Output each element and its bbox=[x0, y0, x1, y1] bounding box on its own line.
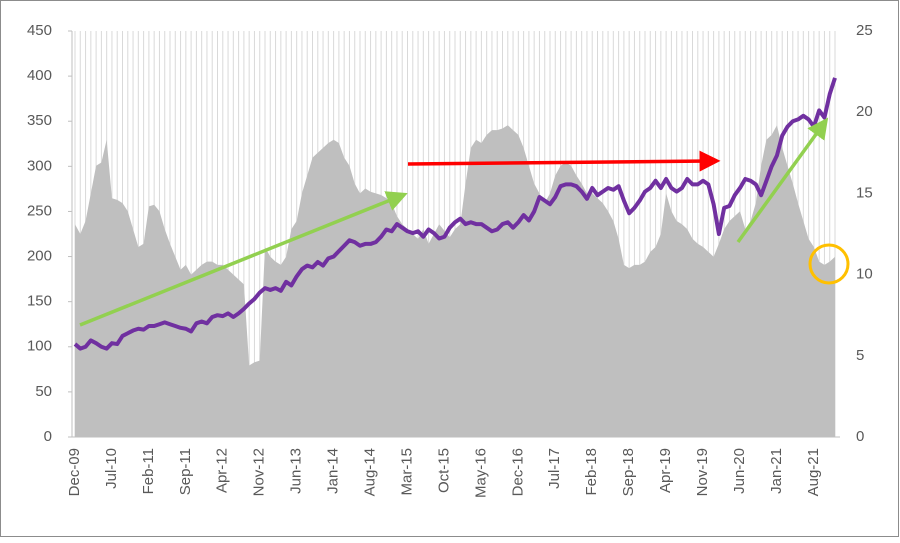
y2-tick-label: 20 bbox=[856, 103, 873, 120]
x-tick-label: Apr-12 bbox=[214, 448, 231, 493]
x-tick-label: Jun-13 bbox=[288, 448, 305, 494]
marks bbox=[73, 77, 837, 437]
y-tick-label: 400 bbox=[27, 67, 52, 84]
y2-tick-label: 10 bbox=[856, 266, 873, 283]
y-tick-label: 50 bbox=[35, 383, 52, 400]
x-tick-label: Nov-12 bbox=[251, 448, 268, 496]
y2-tick-label: 5 bbox=[856, 347, 864, 364]
highlight-circle bbox=[808, 243, 850, 285]
x-tick-label: Dec-16 bbox=[509, 448, 526, 496]
x-tick-label: Nov-19 bbox=[694, 448, 711, 496]
y-tick-label: 350 bbox=[27, 112, 52, 129]
x-tick-label: Jul-17 bbox=[546, 448, 563, 489]
flat-arrow bbox=[407, 150, 721, 172]
annotations bbox=[79, 117, 850, 327]
x-tick-label: Jan-21 bbox=[768, 448, 785, 494]
y-tick-label: 300 bbox=[27, 157, 52, 174]
x-tick-label: Jun-20 bbox=[731, 448, 748, 494]
y2-tick-label: 25 bbox=[856, 22, 873, 39]
x-tick-label: Jul-10 bbox=[103, 448, 120, 489]
y2-tick-label: 15 bbox=[856, 184, 873, 201]
y-tick-label: 150 bbox=[27, 293, 52, 310]
x-tick-label: Aug-14 bbox=[362, 448, 379, 496]
x-tick-label: Feb-18 bbox=[583, 448, 600, 496]
y-tick-label: 200 bbox=[27, 248, 52, 265]
x-tick-label: Feb-11 bbox=[140, 448, 157, 494]
x-tick-label: Jan-14 bbox=[325, 448, 342, 494]
x-tick-label: May-16 bbox=[472, 448, 489, 498]
x-tick-label: Dec-09 bbox=[66, 448, 83, 496]
y2-tick-label: 0 bbox=[856, 428, 864, 445]
axes: 0 50 100 150 200 250 300 350 400 450 0 5 10 15 20 25 Dec… bbox=[27, 22, 873, 498]
x-tick-label: Sep-18 bbox=[620, 448, 637, 496]
x-tick-label: Aug-21 bbox=[805, 448, 822, 496]
y-tick-label: 0 bbox=[44, 428, 52, 445]
x-tick-label: Mar-15 bbox=[398, 448, 415, 496]
y-tick-label: 100 bbox=[27, 338, 52, 355]
y-tick-label: 250 bbox=[27, 202, 52, 219]
trend-arrow bbox=[736, 117, 829, 244]
line bbox=[73, 77, 837, 351]
x-tick-label: Sep-11 bbox=[177, 448, 194, 495]
x-tick-label: Apr-19 bbox=[657, 448, 674, 493]
y-tick-label: 450 bbox=[27, 22, 52, 39]
area bbox=[75, 125, 835, 437]
trend-arrow bbox=[79, 191, 408, 327]
x-tick-label: Oct-15 bbox=[435, 448, 452, 493]
